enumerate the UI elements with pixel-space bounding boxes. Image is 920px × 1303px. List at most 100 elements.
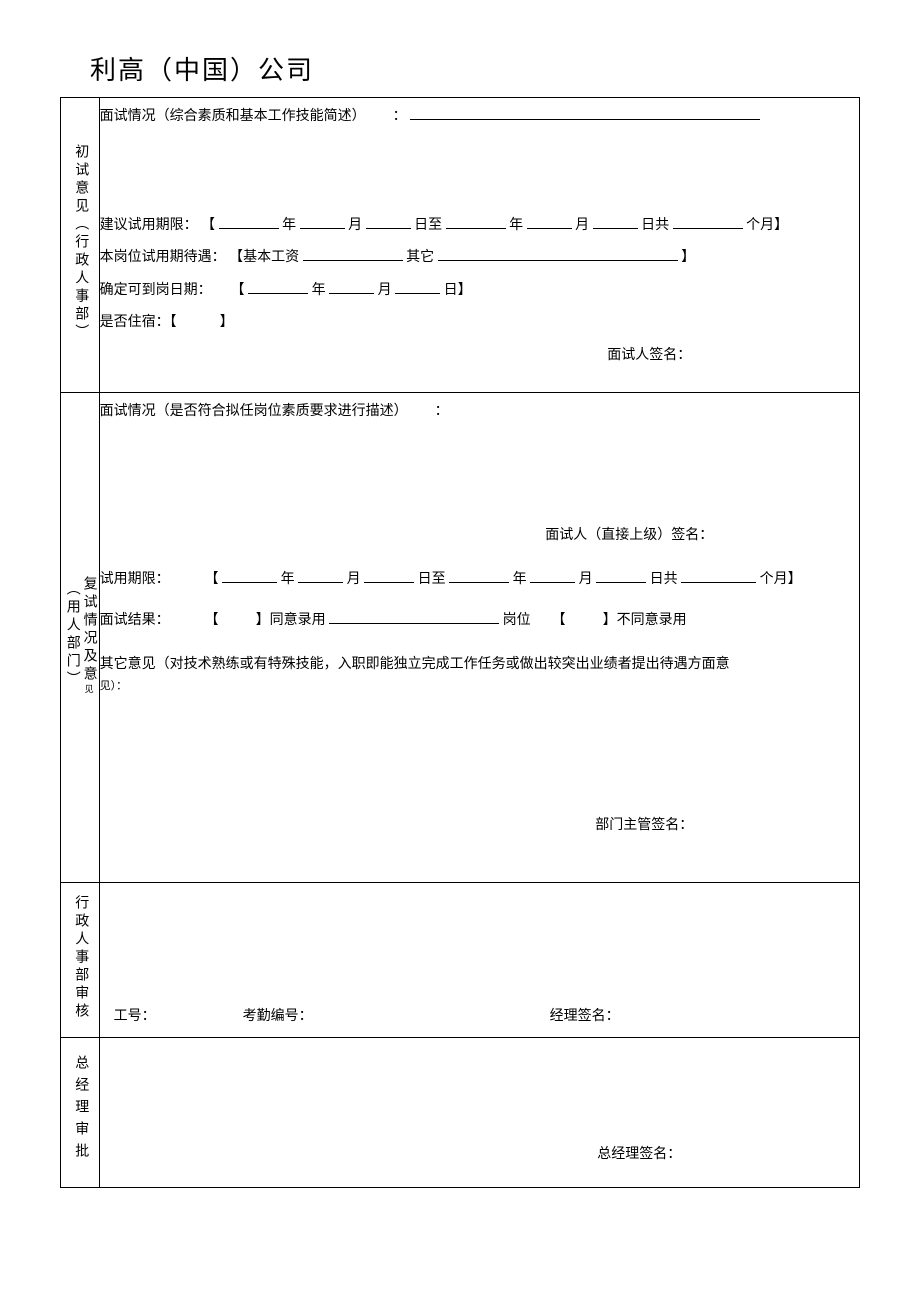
year: 年	[282, 218, 296, 233]
section2-label: 复试情况及意见（用人部门）	[63, 576, 97, 694]
lb6: 【	[205, 613, 219, 628]
s2-m1[interactable]	[298, 568, 343, 583]
s1-sign-line: 面试人签名：	[100, 343, 859, 370]
s1-m2[interactable]	[527, 213, 572, 228]
section1-content: 面试情况（综合素质和基本工作技能简述） ： 建议试用期限： 【 年 月 日至 年…	[99, 98, 859, 393]
s2-result-line: 面试结果： 【 】同意录用 岗位 【 】不同意录用	[100, 608, 859, 635]
s4-gm-sign-label: 总经理签名：	[597, 1147, 681, 1162]
s1-od[interactable]	[395, 278, 440, 293]
total: 日共	[641, 218, 669, 233]
colon2: ：	[435, 404, 449, 419]
agree: 同意录用	[270, 613, 326, 628]
s1-onboard-line: 确定可到岗日期： 【 年 月 日】	[100, 278, 859, 305]
interview-form-table: 初试意见（行政人事部） 面试情况（综合素质和基本工作技能简述） ： 建议试用期限…	[60, 97, 860, 1188]
s2-situation-line: 面试情况（是否符合拟任岗位素质要求进行描述） ：	[100, 399, 859, 426]
rb6: 】	[256, 613, 270, 628]
section2-label-cell: 复试情况及意见（用人部门）	[61, 393, 100, 883]
s2-d1[interactable]	[364, 568, 414, 583]
disagree: 不同意录用	[617, 613, 687, 628]
s2-bottom: 部门主管签名：	[114, 807, 845, 870]
s2-m2[interactable]	[530, 568, 575, 583]
s2-dept-sign: 部门主管签名：	[114, 813, 845, 840]
rb: 】	[774, 218, 788, 233]
day3: 日	[444, 283, 458, 298]
s1-treatment-line: 本岗位试用期待遇： 【基本工资 其它 】	[100, 245, 859, 272]
s1-y2[interactable]	[446, 213, 506, 228]
s1-d1[interactable]	[366, 213, 411, 228]
rb7: 】	[603, 613, 617, 628]
month5: 月	[579, 572, 593, 587]
s1-probation-line: 建议试用期限： 【 年 月 日至 年 月 日共 个月】	[100, 213, 859, 240]
rb3: 】	[458, 283, 472, 298]
rb2: 】	[681, 250, 695, 265]
section1-label-cell: 初试意见（行政人事部）	[61, 98, 100, 393]
other: 其它	[406, 250, 434, 265]
lb: 【	[201, 218, 215, 233]
s2-other-opinion-label2: 见）：	[100, 680, 128, 692]
s2-other-opinion-label: 其它意见（对技术熟练或有特殊技能，入职即能独立完成工作任务或做出较突出业绩者提出…	[100, 657, 730, 672]
s3-empno-label: 工号：	[114, 1009, 156, 1024]
s2-y1[interactable]	[222, 568, 277, 583]
s2-supervisor-sign: 面试人（直接上级）签名：	[100, 523, 859, 550]
total2: 日共	[650, 572, 678, 587]
rb5: 】	[788, 572, 802, 587]
to: 日至	[414, 218, 442, 233]
s1-onboard-label: 确定可到岗日期：	[100, 283, 212, 298]
s2-situation-label: 面试情况（是否符合拟任岗位素质要求进行描述）	[100, 404, 408, 419]
s4-bottom: 总经理签名：	[114, 1136, 845, 1175]
s1-sign-label: 面试人签名：	[607, 348, 691, 363]
s3-attno-label: 考勤编号：	[243, 1009, 313, 1024]
s1-dorm-label: 是否住宿：	[100, 315, 170, 330]
s2-months[interactable]	[681, 568, 756, 583]
company-title: 利高（中国）公司	[90, 50, 860, 87]
s2-y2[interactable]	[449, 568, 509, 583]
s1-y1[interactable]	[219, 213, 279, 228]
month: 月	[348, 218, 362, 233]
base-salary: 基本工资	[243, 250, 299, 265]
lb2: 【	[229, 250, 243, 265]
s1-dorm-line: 是否住宿：【 】	[100, 310, 859, 337]
year5: 年	[513, 572, 527, 587]
s1-om[interactable]	[329, 278, 374, 293]
s1-other[interactable]	[438, 246, 678, 261]
s2-d2[interactable]	[596, 568, 646, 583]
s2-dept-sign-label: 部门主管签名：	[595, 818, 693, 833]
s4-gm-sign: 总经理签名：	[114, 1142, 845, 1169]
section3-label-cell: 行政人事部审核	[61, 883, 100, 1038]
month3: 月	[378, 283, 392, 298]
s3-bottom: 工号： 考勤编号： 经理签名：	[114, 1005, 845, 1025]
s1-salary[interactable]	[303, 246, 403, 261]
s1-d2[interactable]	[593, 213, 638, 228]
section3-content: 工号： 考勤编号： 经理签名：	[99, 883, 859, 1038]
months-unit2: 个月	[760, 572, 788, 587]
to2: 日至	[418, 572, 446, 587]
s1-situation-label: 面试情况（综合素质和基本工作技能简述）	[100, 109, 366, 124]
month2: 月	[575, 218, 589, 233]
lb3: 【	[231, 283, 245, 298]
section3-label: 行政人事部审核	[71, 895, 88, 1021]
section1-label: 初试意见（行政人事部）	[71, 144, 88, 342]
s1-oy[interactable]	[248, 278, 308, 293]
s2-position-blank[interactable]	[329, 608, 499, 623]
s3-mgrsign-label: 经理签名：	[550, 1009, 620, 1024]
s1-probation-label: 建议试用期限：	[100, 218, 198, 233]
colon: ：	[393, 109, 407, 124]
s1-treatment-label: 本岗位试用期待遇：	[100, 250, 226, 265]
year4: 年	[281, 572, 295, 587]
section4-label-cell: 总经理审批	[61, 1038, 100, 1188]
month4: 月	[347, 572, 361, 587]
lb5: 【	[205, 572, 219, 587]
s2-probation-label: 试用期限：	[100, 572, 170, 587]
s1-situation-blank[interactable]	[410, 105, 760, 120]
months-unit: 个月	[746, 218, 774, 233]
s2-desc-space[interactable]	[100, 432, 859, 517]
section2-content: 面试情况（是否符合拟任岗位素质要求进行描述） ： 面试人（直接上级）签名： 试用…	[99, 393, 859, 883]
year3: 年	[312, 283, 326, 298]
s1-m1[interactable]	[300, 213, 345, 228]
s1-desc-space[interactable]	[100, 137, 859, 207]
s1-months[interactable]	[673, 213, 743, 228]
lb7: 【	[552, 613, 566, 628]
s2-result-label: 面试结果：	[100, 613, 170, 628]
rb4: 】	[220, 315, 234, 330]
lb4: 【	[170, 315, 177, 330]
